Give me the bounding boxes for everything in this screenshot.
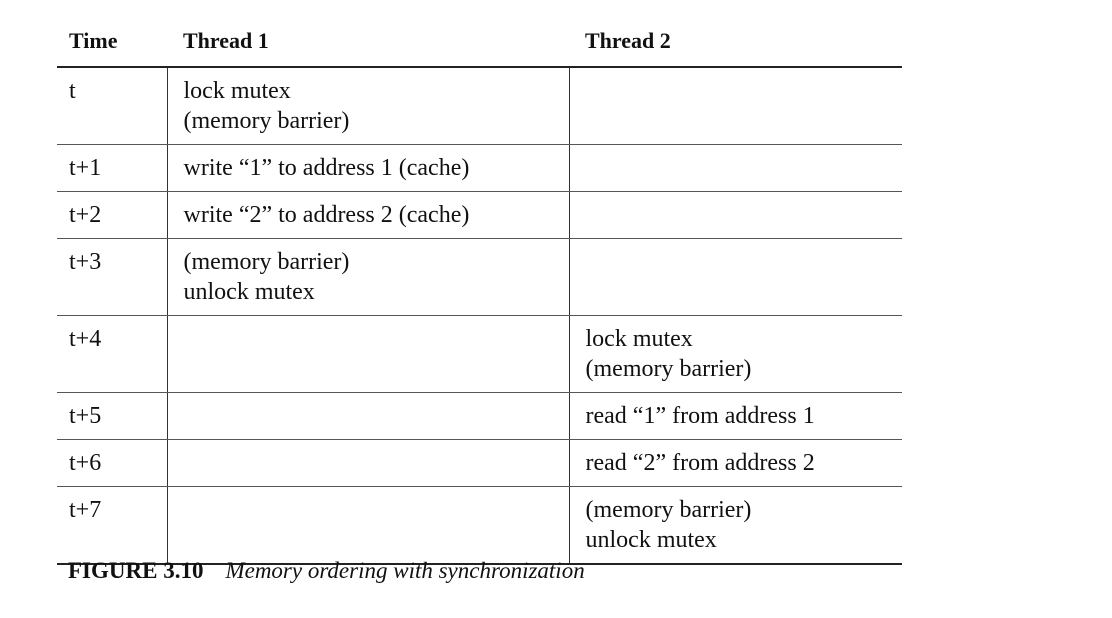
table-row: t+6 read “2” from address 2	[57, 439, 902, 487]
cell-line: lock mutex	[183, 78, 291, 104]
thread-2-cell: read “1” from address 1	[569, 392, 902, 440]
cell-line: (memory barrier)	[585, 356, 752, 382]
figure-caption: FIGURE 3.10 Memory ordering with synchron…	[68, 558, 585, 584]
caption-text: Memory ordering with synchronization	[225, 558, 585, 583]
time-cell: t+5	[57, 392, 168, 440]
cell-line: (memory barrier)	[183, 108, 350, 134]
thread-2-cell: read “2” from address 2	[569, 439, 902, 487]
time-cell: t	[57, 67, 168, 145]
thread-2-cell: lock mutex (memory barrier)	[569, 315, 902, 393]
thread-1-cell	[167, 439, 570, 487]
thread-2-cell	[569, 238, 902, 316]
time-cell: t+1	[57, 144, 168, 192]
cell-line: write “2” to address 2 (cache)	[183, 202, 470, 228]
table-body: t lock mutex (memory barrier) t+1 write “1” …	[57, 67, 902, 565]
table-row: t+5 read “1” from address 1	[57, 392, 902, 440]
thread-1-cell: (memory barrier) unlock mutex	[167, 238, 570, 316]
time-cell: t+4	[57, 315, 168, 393]
cell-line: (memory barrier)	[585, 497, 752, 523]
thread-2-cell	[569, 144, 902, 192]
caption-label: FIGURE 3.10	[68, 558, 204, 583]
thread-1-cell: write “2” to address 2 (cache)	[167, 191, 570, 239]
table-row: t+4 lock mutex (memory barrier)	[57, 315, 902, 393]
thread-1-cell	[167, 486, 570, 565]
cell-line: (memory barrier)	[183, 249, 350, 275]
header-thread-2: Thread 2	[569, 28, 902, 68]
table-row: t+1 write “1” to address 1 (cache)	[57, 144, 902, 192]
thread-2-cell	[569, 191, 902, 239]
table-row: t+2 write “2” to address 2 (cache)	[57, 191, 902, 239]
memory-ordering-table: Time Thread 1 Thread 2 t lock mutex (memor…	[57, 28, 902, 565]
table-row: t+3 (memory barrier) unlock mutex	[57, 238, 902, 316]
time-cell: t+3	[57, 238, 168, 316]
thread-1-cell: lock mutex (memory barrier)	[167, 67, 570, 145]
thread-1-cell	[167, 392, 570, 440]
time-cell: t+7	[57, 486, 168, 565]
cell-line: read “2” from address 2	[585, 450, 815, 476]
table-row: t lock mutex (memory barrier)	[57, 67, 902, 145]
cell-line: unlock mutex	[585, 527, 717, 553]
table-header-row: Time Thread 1 Thread 2	[57, 28, 902, 68]
time-cell: t+2	[57, 191, 168, 239]
cell-line: read “1” from address 1	[585, 403, 815, 429]
thread-2-cell	[569, 67, 902, 145]
cell-line: unlock mutex	[183, 279, 315, 305]
thread-1-cell: write “1” to address 1 (cache)	[167, 144, 570, 192]
cell-line: write “1” to address 1 (cache)	[183, 155, 470, 181]
thread-1-cell	[167, 315, 570, 393]
thread-2-cell: (memory barrier) unlock mutex	[569, 486, 902, 565]
time-cell: t+6	[57, 439, 168, 487]
table-row: t+7 (memory barrier) unlock mutex	[57, 486, 902, 565]
header-time: Time	[57, 28, 167, 68]
cell-line: lock mutex	[585, 326, 693, 352]
header-thread-1: Thread 1	[167, 28, 569, 68]
